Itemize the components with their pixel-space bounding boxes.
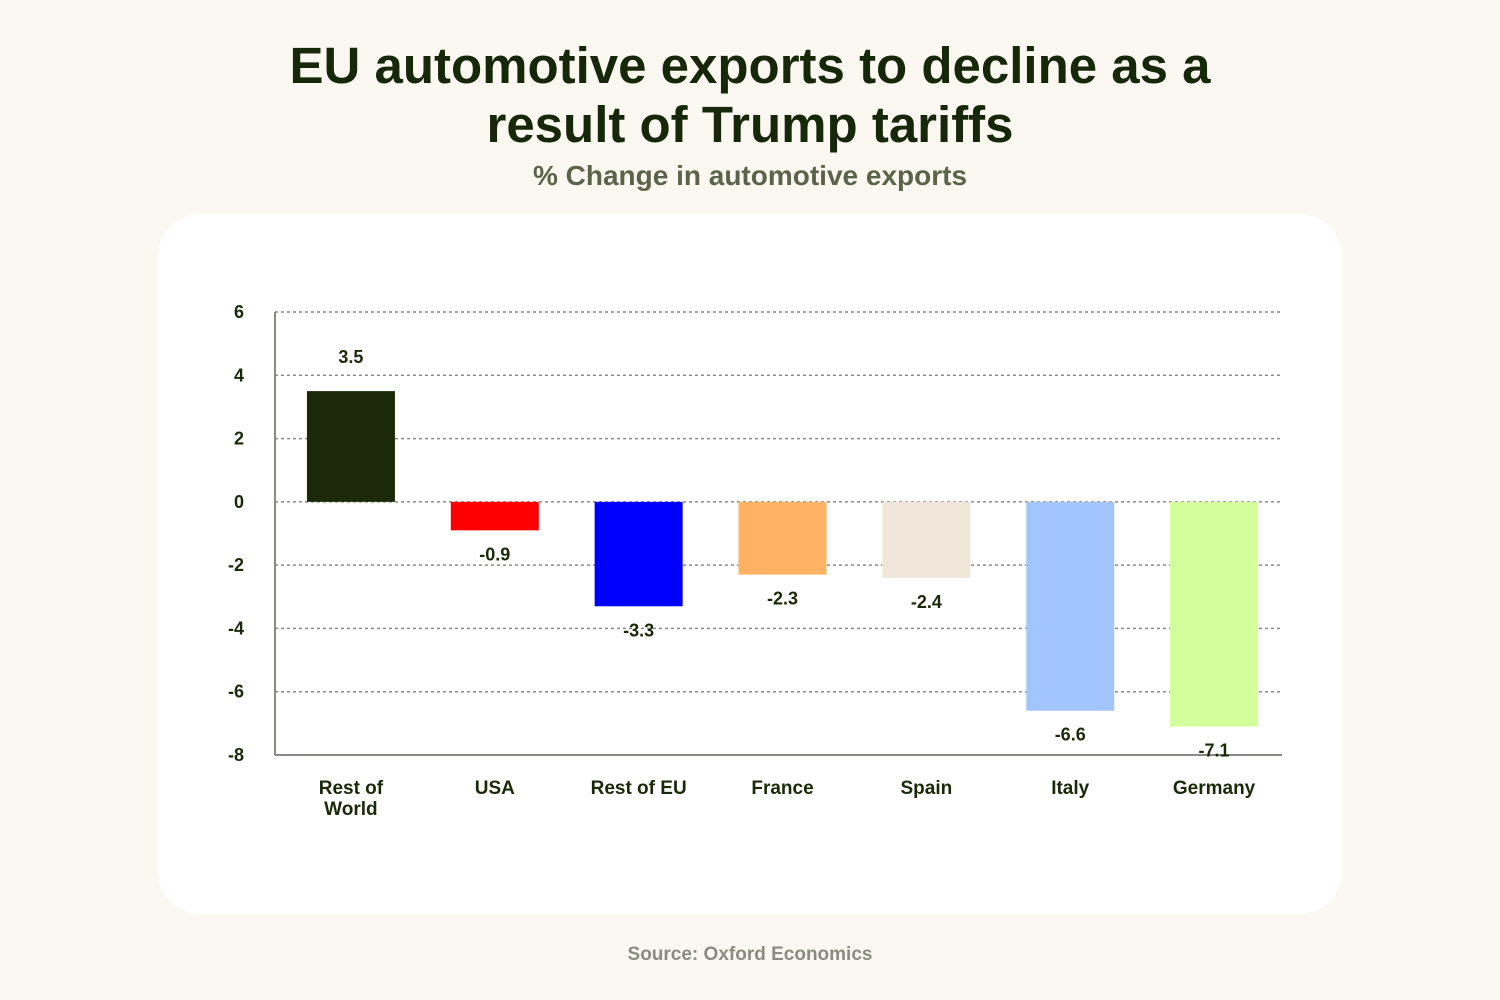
category-label-6: Germany: [1173, 778, 1256, 799]
category-label-2-line-0: Rest of EU: [591, 778, 687, 799]
category-label-0-line-1: World: [324, 799, 377, 820]
category-label-3-line-0: France: [751, 778, 813, 799]
chart-title-line-1: EU automotive exports to decline as a: [289, 37, 1211, 94]
category-label-4: Spain: [900, 778, 952, 799]
value-label-4: -2.4: [911, 592, 942, 612]
chart-card: 6 4 2 0 -2 -4 -6 -8 3.5 Rest of World -0.9 USA -3.3 Re…: [158, 214, 1342, 914]
y-tick-label-6: -6: [228, 682, 244, 702]
y-tick-label-0: 6: [234, 302, 244, 322]
category-label-3: France: [751, 778, 813, 799]
category-label-2: Rest of EU: [591, 778, 687, 799]
value-label-6: -7.1: [1199, 741, 1230, 761]
bar-2: [594, 501, 683, 607]
bar-chart: 6 4 2 0 -2 -4 -6 -8 3.5 Rest of World -0.9 USA -3.3 Re…: [228, 302, 1282, 820]
bar-5: [1026, 501, 1115, 711]
category-label-0: Rest of World: [319, 778, 384, 820]
chart-subtitle: % Change in automotive exports: [532, 160, 968, 191]
y-tick-label-7: -8: [228, 745, 244, 765]
bar-3: [738, 501, 827, 575]
category-label-6-line-0: Germany: [1173, 778, 1256, 799]
source-note: Source: Oxford Economics: [627, 944, 873, 965]
value-label-2: -3.3: [623, 620, 654, 640]
bar-0: [306, 391, 395, 502]
category-label-4-line-0: Spain: [900, 778, 952, 799]
y-tick-label-1: 4: [234, 365, 244, 385]
value-label-0: 3.5: [338, 347, 363, 367]
chart-title: EU automotive exports to decline as a re…: [0, 36, 1500, 154]
value-label-5: -6.6: [1055, 725, 1086, 745]
chart-title-line-2: result of Trump tariffs: [486, 96, 1014, 153]
category-label-0-line-0: Rest of: [319, 778, 384, 799]
value-label-3: -2.3: [767, 589, 798, 609]
y-tick-label-5: -4: [228, 618, 244, 638]
category-label-5-line-0: Italy: [1051, 778, 1089, 799]
y-tick-label-4: -2: [228, 555, 244, 575]
bar-6: [1170, 501, 1259, 727]
category-label-1-line-0: USA: [475, 778, 515, 799]
y-tick-label-3: 0: [234, 492, 244, 512]
bar-1: [450, 501, 539, 531]
y-tick-label-2: 2: [234, 429, 244, 449]
category-label-5: Italy: [1051, 778, 1089, 799]
category-label-1: USA: [475, 778, 515, 799]
value-label-1: -0.9: [479, 544, 510, 564]
bar-4: [882, 501, 971, 578]
